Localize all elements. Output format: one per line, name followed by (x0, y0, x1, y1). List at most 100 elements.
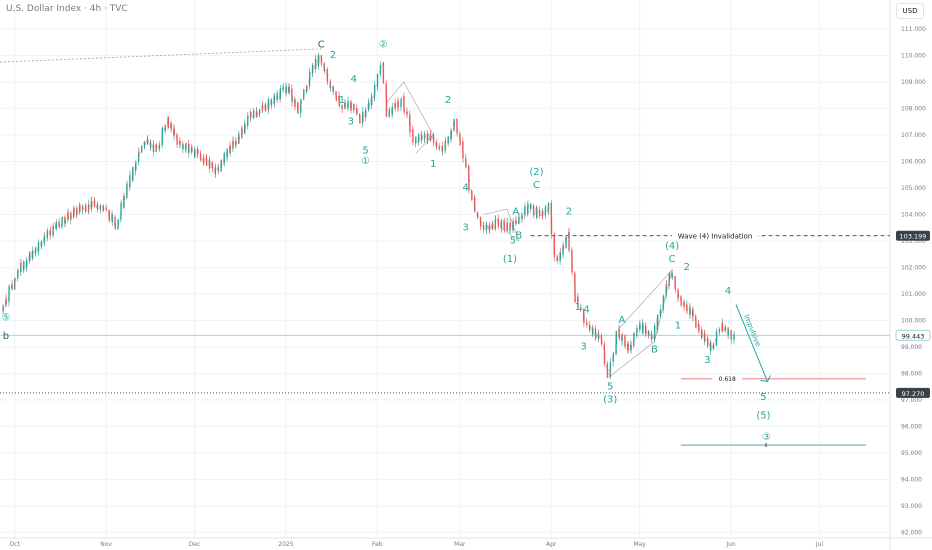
candle-body (329, 86, 332, 89)
candle-body (173, 133, 175, 135)
candle-body (453, 118, 455, 125)
candle-body (120, 202, 122, 213)
candle-body (556, 259, 559, 261)
candle-body (214, 167, 217, 171)
candle-body (85, 205, 87, 212)
candle-body (132, 166, 134, 176)
price-badge: 97.270 (896, 387, 930, 398)
candle-body (518, 216, 520, 218)
candle-body (615, 330, 618, 336)
candle-body (512, 221, 514, 230)
candle-body (332, 88, 335, 92)
candle-body (82, 206, 84, 209)
wave-label: 4 (583, 305, 589, 316)
candle-body (491, 223, 494, 229)
candle-body (161, 129, 164, 140)
candle-body (8, 296, 10, 300)
wave-label: (2) (529, 167, 543, 178)
candle-body (671, 276, 674, 278)
candle-body (553, 234, 555, 245)
candle-body (633, 333, 635, 340)
candle-body (67, 212, 69, 220)
wave-channel (385, 81, 434, 154)
candle-body (704, 338, 706, 340)
candle-body (665, 284, 668, 291)
candle-body (308, 79, 311, 87)
candle-body (468, 165, 470, 173)
candle-body (462, 156, 464, 159)
impulse-arrow (735, 304, 771, 382)
candle-body (55, 221, 57, 229)
candle-body (28, 255, 31, 261)
candle-body (385, 101, 388, 117)
candle-body (120, 216, 122, 220)
candle-body (229, 145, 231, 149)
wave-label: (1) (503, 254, 517, 265)
candle-body (176, 134, 178, 138)
candle-body (471, 191, 473, 201)
candle-body (665, 284, 668, 286)
candle-body (600, 339, 603, 345)
candle-body (102, 208, 105, 210)
candle-body (441, 150, 444, 152)
candle-body (247, 115, 249, 119)
time-tick-label: Nov (100, 541, 112, 548)
candle-body (423, 134, 426, 136)
candle-body (636, 328, 638, 333)
wave-label: 1 (339, 95, 345, 106)
candle-body (20, 263, 22, 271)
candle-body (226, 154, 228, 158)
candle-body (49, 230, 52, 233)
candle-body (197, 151, 199, 154)
trend-line (0, 48, 322, 63)
candle-body (730, 334, 732, 339)
candle-body (715, 331, 718, 341)
candle-body (294, 100, 296, 108)
candle-body (606, 368, 609, 378)
time-tick-label: Mar (454, 541, 466, 548)
wave-label: 1 (430, 159, 436, 170)
time-tick-label: Oct (10, 541, 21, 548)
candle-body (99, 205, 102, 208)
price-tick-label: 100.000 (901, 318, 926, 325)
candle-body (435, 142, 438, 148)
candle-body (182, 145, 184, 147)
currency-button[interactable]: USD (896, 3, 924, 19)
candle-body (730, 338, 732, 340)
candle-body (727, 331, 729, 336)
candle-body (208, 160, 211, 169)
candle-body (512, 221, 514, 223)
candle-body (394, 107, 396, 109)
candle-body (17, 271, 19, 273)
candle-body (659, 311, 662, 316)
candle-body (400, 98, 402, 104)
candle-body (474, 207, 476, 212)
time-tick-label: Jun (725, 541, 736, 548)
candle-body (70, 216, 72, 218)
candle-body (250, 113, 252, 117)
candle-body (347, 101, 349, 107)
candle-body (264, 110, 267, 111)
candle-body (521, 214, 523, 219)
candle-body (459, 139, 461, 146)
candle-body (303, 92, 305, 98)
candle-body (456, 132, 458, 134)
candle-body (574, 293, 576, 303)
candle-body (291, 98, 293, 102)
price-tick-label: 109.000 (901, 79, 926, 86)
candle-body (232, 141, 234, 146)
candle-body (279, 88, 282, 97)
candle-body (533, 212, 535, 216)
candle-body (595, 333, 597, 338)
candle-body (359, 119, 361, 124)
wave-label: A (512, 207, 519, 218)
wave-label: B (651, 344, 658, 355)
candle-body (718, 330, 721, 332)
candle-body (447, 136, 449, 138)
candle-body (639, 323, 641, 330)
candle-body (633, 339, 635, 346)
price-badge: 99.443 (895, 329, 931, 341)
candle-body (385, 83, 387, 91)
candle-body (642, 325, 644, 333)
